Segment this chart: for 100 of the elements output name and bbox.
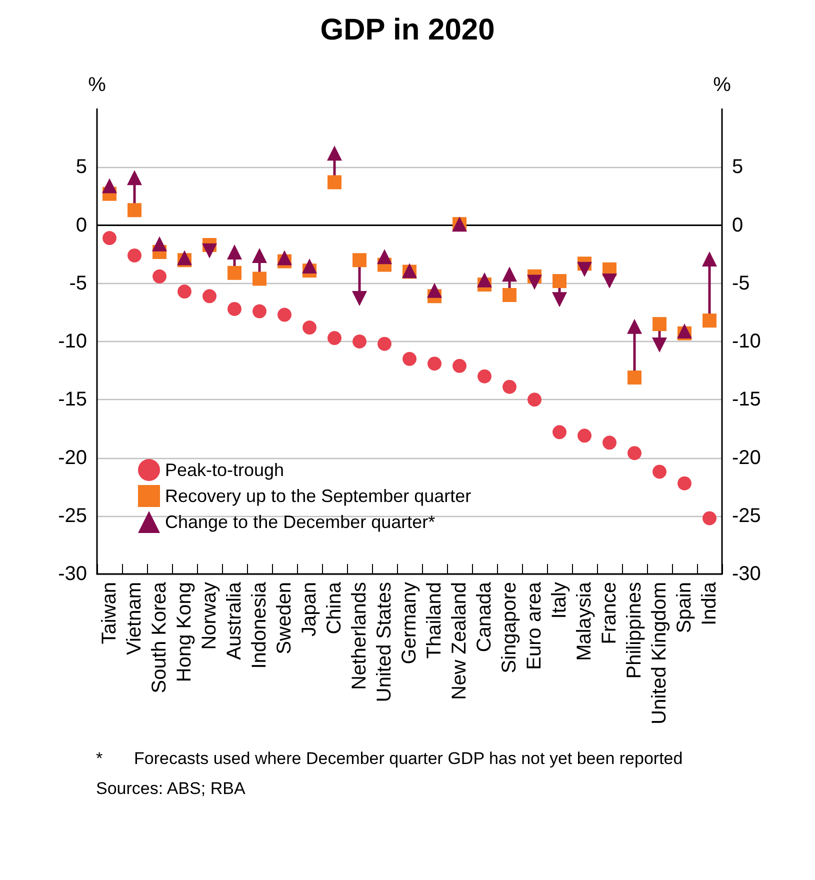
y-tick-label: 5	[76, 156, 87, 178]
point	[178, 284, 192, 299]
x-tick-label: Singapore	[498, 582, 520, 674]
x-tick-label: Indonesia	[248, 581, 270, 669]
point	[252, 272, 266, 286]
x-tick-label: South Korea	[148, 581, 170, 694]
x-tick-label: New Zealand	[448, 582, 470, 700]
point	[652, 317, 666, 332]
y2-tick-label: 5	[732, 156, 744, 178]
point	[477, 272, 492, 288]
x-tick-label: Philippines	[624, 582, 646, 679]
point	[278, 308, 292, 322]
point	[702, 251, 717, 266]
point	[628, 446, 642, 460]
legend-label: Peak-to-trough	[165, 460, 284, 480]
point	[578, 428, 592, 443]
x-tick-label: Australia	[224, 581, 246, 660]
point	[678, 476, 692, 490]
point	[652, 337, 667, 352]
point	[552, 274, 566, 288]
point	[628, 370, 642, 385]
x-tick-label: Malaysia	[574, 581, 596, 661]
point	[152, 236, 167, 252]
point	[702, 314, 716, 328]
point	[652, 464, 666, 479]
legend-label: Recovery up to the September quarter	[165, 486, 472, 506]
point	[102, 231, 116, 246]
point	[352, 290, 367, 306]
point	[552, 292, 567, 308]
x-tick-label: Hong Kong	[174, 582, 196, 682]
point	[128, 248, 142, 262]
y-tick-label: -15	[58, 388, 87, 411]
point	[702, 511, 716, 526]
point	[328, 331, 342, 346]
point	[327, 146, 342, 161]
y-tick-label: -10	[58, 330, 87, 352]
point	[228, 266, 242, 280]
point	[277, 250, 292, 266]
point	[627, 318, 642, 334]
point	[128, 203, 142, 218]
y2-axis-title: %	[713, 74, 732, 96]
x-tick-label: Germany	[398, 582, 420, 664]
point	[352, 334, 366, 348]
legend-label: Change to the December quarter*	[165, 512, 436, 532]
point	[527, 274, 542, 290]
x-tick-label: India	[698, 581, 720, 626]
source-note: Sources: ABS; RBA	[96, 778, 246, 800]
point	[177, 250, 192, 266]
point	[602, 274, 617, 289]
y-axis-title: %	[88, 74, 106, 96]
point	[452, 358, 466, 373]
x-tick-label: Vietnam	[124, 582, 146, 656]
point	[328, 175, 342, 190]
x-tick-label: Canada	[474, 581, 496, 652]
x-tick-label: Sweden	[274, 582, 296, 654]
y2-tick-label: 0	[732, 214, 744, 236]
y-tick-label: 0	[76, 214, 87, 236]
point	[202, 289, 216, 304]
point	[227, 244, 242, 260]
point	[402, 352, 416, 366]
point	[602, 436, 616, 450]
y2-tick-label: -10	[732, 330, 761, 352]
point	[252, 304, 266, 318]
y2-tick-label: -15	[732, 388, 761, 411]
chart-title: GDP in 2020	[320, 14, 495, 46]
x-tick-label: Japan	[298, 582, 320, 636]
point	[202, 243, 217, 258]
y2-tick-label: -5	[732, 272, 750, 294]
x-tick-label: China	[324, 581, 346, 634]
point	[377, 249, 392, 264]
x-tick-label: Italy	[548, 582, 570, 619]
point	[427, 282, 442, 298]
point	[252, 248, 267, 263]
point	[102, 178, 117, 194]
x-tick-label: Netherlands	[348, 582, 370, 690]
point	[577, 262, 592, 277]
point	[428, 356, 442, 371]
point	[502, 266, 517, 282]
y2-tick-label: -30	[732, 563, 761, 585]
point	[378, 336, 392, 351]
x-tick-label: Euro area	[524, 581, 546, 670]
point	[127, 170, 142, 186]
y2-tick-label: -25	[732, 504, 761, 527]
x-tick-label: France	[598, 582, 620, 644]
text: *	[96, 748, 104, 770]
point	[502, 288, 516, 302]
text: Forecasts used where December quarter GDP has not yet been reported	[134, 748, 683, 770]
x-tick-label: Norway	[198, 582, 220, 650]
y-tick-label: -20	[58, 446, 87, 469]
y-tick-label: -5	[69, 272, 87, 294]
y-tick-label: -30	[58, 563, 87, 585]
x-tick-label: United States	[374, 582, 396, 702]
point	[352, 253, 366, 268]
point	[528, 392, 542, 407]
x-tick-label: Spain	[674, 582, 696, 634]
point	[152, 269, 166, 284]
point	[228, 302, 242, 316]
point	[302, 258, 317, 274]
point	[302, 320, 316, 335]
y2-tick-label: -20	[732, 446, 761, 469]
